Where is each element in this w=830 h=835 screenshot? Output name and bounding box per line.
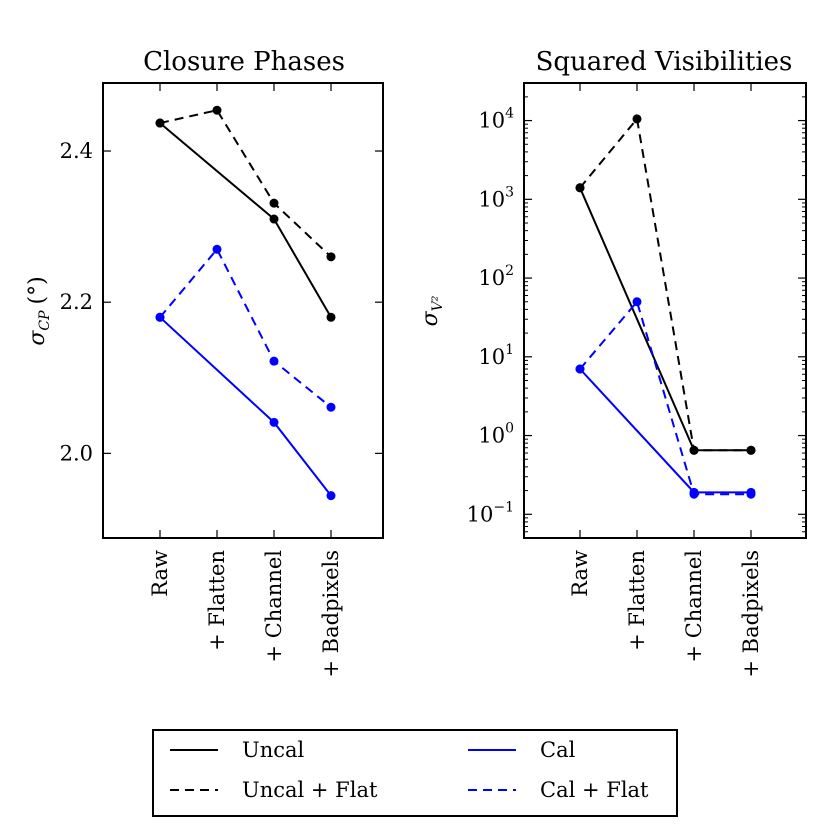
closure-phases-ylabel: σCP (°)	[25, 276, 53, 345]
category-label-1-2: + Channel	[682, 550, 706, 663]
data-point-1-3-3	[746, 489, 756, 499]
data-point-0-1-1	[212, 105, 222, 115]
data-point-1-1-0	[575, 183, 585, 193]
category-label-0-3: + Badpixels	[319, 550, 343, 678]
closure-phases-ylabel-text: σCP (°)	[25, 276, 53, 345]
data-point-0-2-2	[326, 491, 336, 501]
legend-label-1: Uncal + Flat	[242, 778, 378, 802]
data-point-0-3-0	[155, 312, 165, 322]
ytick-label-0-2: 2.4	[60, 139, 93, 163]
data-point-0-1-3	[326, 252, 336, 262]
data-point-0-3-2	[269, 356, 279, 366]
series-line-0-3	[159, 247, 332, 409]
legend-label-3: Cal + Flat	[540, 778, 649, 802]
data-point-0-0-2	[326, 312, 336, 322]
data-point-0-2-1	[269, 417, 279, 427]
data-point-0-0-1	[269, 214, 279, 224]
ytick-label-1-1: 100	[478, 421, 514, 448]
ylabel-main-1: σ	[418, 310, 443, 326]
ytick-label-1-0: 10−1	[467, 499, 514, 526]
data-point-0-1-2	[269, 198, 279, 208]
legend-box	[152, 729, 678, 817]
squared-visibilities-ylabel-text: σV²	[418, 295, 446, 326]
squared-visibilities-title: Squared Visibilities	[536, 47, 793, 77]
data-point-0-3-3	[326, 402, 336, 412]
ytick-label-1-2: 101	[478, 342, 514, 369]
data-point-1-3-2	[689, 489, 699, 499]
legend-label-0: Uncal	[242, 738, 305, 762]
closure-phases-title: Closure Phases	[143, 47, 345, 77]
category-label-1-0: Raw	[568, 550, 592, 597]
data-point-1-1-3	[746, 445, 756, 455]
ytick-label-1-5: 104	[478, 106, 514, 133]
ytick-label-1-4: 103	[478, 184, 514, 211]
axes-frame-1	[523, 82, 807, 539]
series-line-1-3	[579, 299, 751, 496]
closure-phases-panel: Closure Phases σCP (°) 2.0 2.2 2.4 Raw + Flat…	[25, 47, 384, 678]
category-label-1-3: + Badpixels	[739, 550, 763, 678]
ylabel-sub-1: V²	[430, 295, 446, 311]
legend-label-2: Cal	[540, 738, 576, 762]
category-label-0-1: + Flatten	[205, 550, 229, 651]
squared-visibilities-ylabel: σV²	[418, 295, 446, 326]
category-label-0-0: Raw	[148, 550, 172, 597]
category-label-1-1: + Flatten	[625, 550, 649, 651]
ylabel-unit-0: (°)	[25, 276, 50, 304]
legend: Uncal Uncal + Flat Cal Cal + Flat	[152, 729, 678, 817]
axes-frame-0	[102, 82, 384, 539]
data-point-1-3-1	[632, 297, 642, 307]
data-point-0-3-1	[212, 244, 222, 254]
ylabel-main-0: σ	[25, 330, 50, 346]
ytick-label-0-0: 2.0	[60, 441, 93, 465]
series-line-1-0	[579, 187, 751, 452]
series-line-0-1	[159, 109, 332, 258]
ytick-label-0-1: 2.2	[60, 290, 93, 314]
data-point-1-1-1	[632, 114, 642, 124]
data-point-1-1-2	[689, 445, 699, 455]
series-line-1-2	[579, 368, 751, 494]
squared-visibilities-panel: Squared Visibilities σV² 10−1 100 101 102 10…	[418, 47, 807, 678]
series-line-1-1	[579, 116, 751, 452]
series-line-0-2	[159, 316, 332, 497]
ylabel-sub-0: CP	[37, 310, 53, 331]
ytick-label-1-3: 102	[478, 263, 514, 290]
category-label-0-2: + Channel	[262, 550, 286, 663]
data-point-0-1-0	[155, 118, 165, 128]
data-point-1-3-0	[575, 364, 585, 374]
